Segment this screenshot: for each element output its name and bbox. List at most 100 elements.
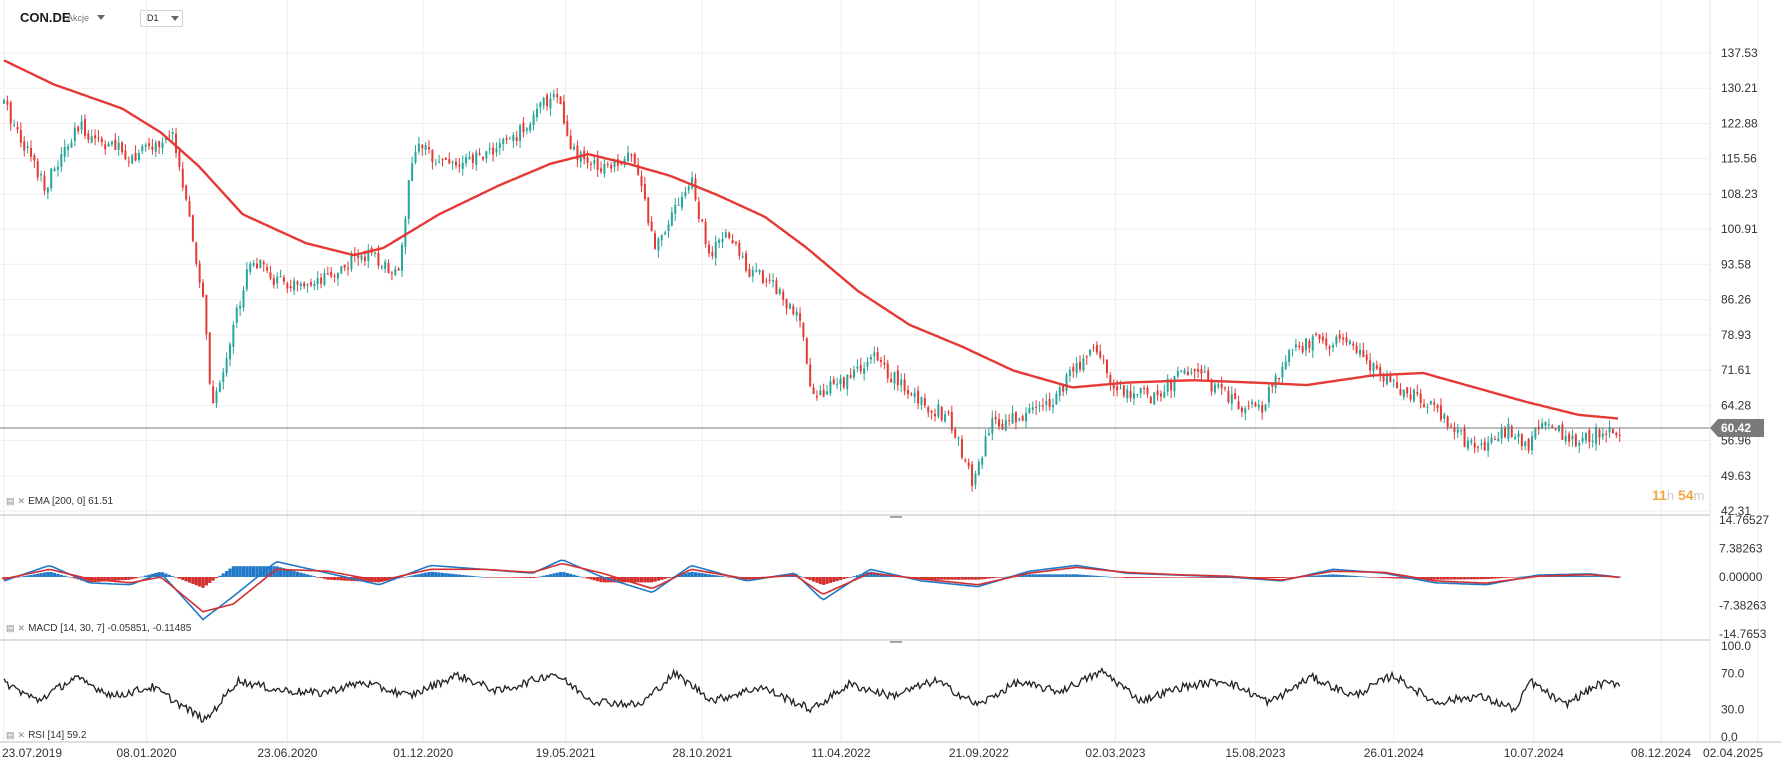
candle-body (815, 395, 818, 398)
macd-histogram-bar (643, 576, 647, 583)
candle-body (957, 437, 960, 439)
macd-histogram-bar (123, 576, 128, 581)
macd-histogram-bar (990, 576, 994, 579)
macd-histogram-bar (1567, 575, 1571, 577)
macd-histogram-bar (1193, 576, 1197, 578)
macd-histogram-bar (86, 576, 90, 583)
candle-body (303, 283, 306, 287)
macd-histogram-bar (201, 576, 205, 588)
symbol-name[interactable]: CON.DE (20, 10, 71, 25)
candle-body (13, 125, 16, 127)
price-tick-label: 130.21 (1721, 81, 1758, 95)
candle-body (846, 374, 849, 389)
macd-histogram-bar (828, 576, 833, 583)
rsi-indicator-label[interactable]: ▤ ✕ RSI [14] 59.2 (6, 730, 87, 741)
macd-histogram-bar (1186, 576, 1190, 578)
macd-histogram-bar (724, 576, 728, 578)
macd-histogram-bar (1493, 576, 1497, 579)
macd-histogram-bar (936, 576, 940, 580)
candle-body (758, 270, 761, 273)
candle-body (401, 244, 404, 271)
price-tick-label: 86.26 (1721, 293, 1751, 307)
macd-histogram-bar (805, 576, 809, 579)
candle-body (1278, 377, 1281, 380)
macd-histogram-bar (1085, 575, 1089, 577)
macd-histogram-bar (1439, 576, 1443, 580)
macd-histogram-bar (83, 576, 87, 582)
candle-body (1568, 433, 1571, 442)
time-tick-label: 01.12.2020 (393, 746, 453, 760)
macd-histogram-bar (1132, 576, 1136, 579)
timeframe-select[interactable]: D1 (140, 10, 183, 27)
macd-histogram-bar (39, 573, 43, 577)
macd-histogram-bar (808, 576, 812, 581)
candle-body (637, 164, 640, 175)
candle-body (276, 276, 279, 284)
macd-histogram-bar (322, 576, 327, 579)
candle-body (512, 134, 515, 141)
candle-body (1251, 401, 1254, 405)
ema-indicator-label[interactable]: ▤ ✕ EMA [200, 0] 61.51 (6, 496, 114, 507)
macd-histogram-bar (471, 575, 475, 577)
macd-histogram-bar (1506, 576, 1510, 578)
candle-body (1085, 356, 1088, 358)
macd-indicator-label[interactable]: ▤ ✕ MACD [14, 30, 7] -0.05851, -0.11485 (6, 623, 192, 634)
macd-histogram-bar (1395, 576, 1399, 579)
macd-histogram-bar (548, 574, 553, 577)
candle-body (549, 98, 552, 109)
macd-histogram-bar (1031, 574, 1035, 577)
candle-body (923, 398, 926, 406)
price-axis[interactable]: 137.53 130.21 122.88 115.56 108.23 100.91 93.5… (1719, 46, 1769, 744)
macd-histogram-bar (646, 576, 650, 583)
candle-body (1527, 438, 1530, 451)
candle-body (1510, 426, 1513, 437)
candle-body (434, 162, 437, 164)
candle-body (539, 102, 542, 108)
macd-histogram-bar (660, 576, 664, 580)
macd-histogram-bar (1135, 576, 1139, 578)
candle-body (515, 137, 518, 141)
list-icon[interactable]: ▤ (6, 496, 15, 506)
list-icon[interactable]: ▤ (6, 730, 15, 740)
macd-histogram-bar (1176, 576, 1180, 578)
close-icon[interactable]: ✕ (17, 623, 26, 633)
macd-histogram-bar (1473, 576, 1477, 580)
macd-histogram-bar (1129, 576, 1133, 579)
macd-histogram-bar (278, 567, 283, 577)
macd-histogram-bar (1270, 576, 1274, 579)
candle-body (522, 122, 525, 133)
time-tick-label: 15.08.2023 (1225, 746, 1285, 760)
list-icon[interactable]: ▤ (6, 623, 15, 633)
macd-histogram-bar (1102, 576, 1106, 577)
macd-histogram-bar (1182, 576, 1187, 578)
pane-separators[interactable] (0, 0, 1781, 743)
macd-histogram-bar (1206, 576, 1210, 578)
macd-histogram-bar (1307, 576, 1311, 577)
candle-body (60, 154, 63, 167)
candle-body (134, 152, 137, 161)
time-axis[interactable]: 23.07.2019 08.01.2020 23.06.2020 01.12.2020… (2, 746, 1763, 760)
candle-body (1571, 435, 1574, 440)
macd-histogram-bar (56, 573, 60, 577)
candle-body (1062, 385, 1065, 392)
candle-body (90, 136, 93, 143)
macd-histogram-bar (720, 576, 725, 577)
candle-body (1436, 405, 1439, 409)
candle-body (900, 379, 903, 386)
symbol-dropdown-icon[interactable] (97, 15, 105, 20)
macd-histogram-bar (430, 571, 434, 577)
candle-body (148, 143, 151, 146)
macd-histogram-bar (218, 575, 222, 577)
close-icon[interactable]: ✕ (17, 496, 26, 506)
macd-histogram-bar (1435, 576, 1440, 580)
macd-histogram-bar (825, 576, 829, 584)
macd-histogram-bar (653, 576, 657, 582)
candle-body (1227, 390, 1230, 403)
candle-body (1362, 350, 1365, 358)
candle-body (336, 272, 339, 279)
candle-body (775, 280, 778, 294)
macd-tick-label: 7.38263 (1719, 542, 1763, 556)
macd-histogram-bar (1324, 574, 1328, 577)
close-icon[interactable]: ✕ (17, 730, 26, 740)
